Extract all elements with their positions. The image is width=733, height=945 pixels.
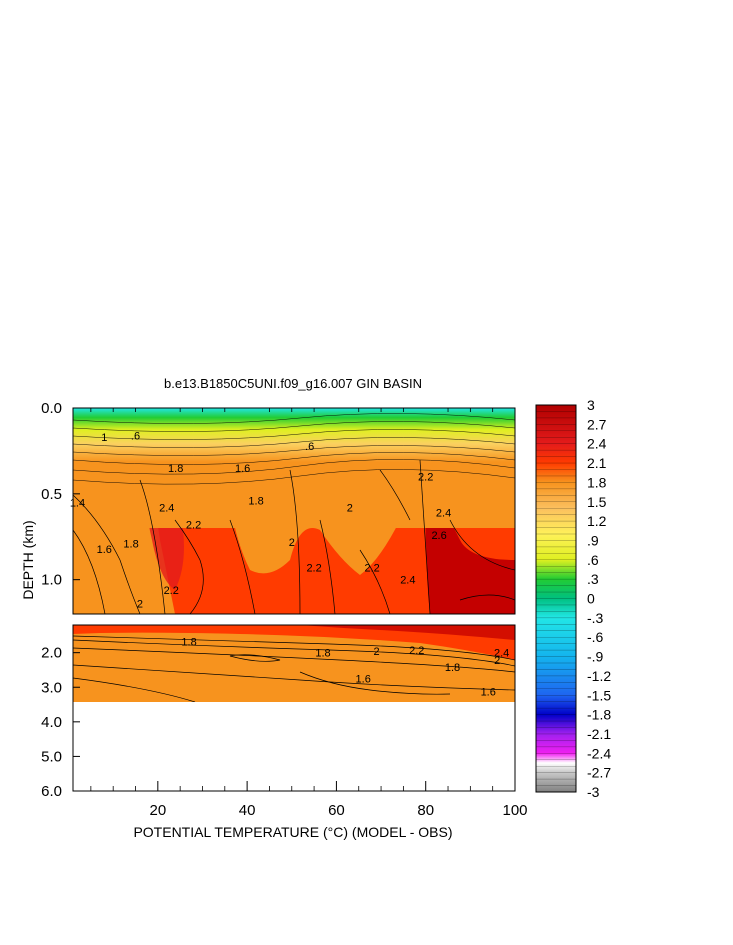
y-axis-label: DEPTH (km) [20, 520, 36, 599]
y-tick-label: 3.0 [41, 679, 62, 696]
colorbar-tick-label: -.3 [587, 610, 604, 626]
x-axis: 20 40 60 80 100 [90, 408, 528, 819]
lower-panel: 1.81.8 2 2.2 2.421.81.61.6 [72, 624, 516, 792]
contour-label: 2.4 [494, 648, 509, 660]
contour-label: 2.2 [409, 645, 424, 657]
contour-label: 2.2 [164, 585, 179, 597]
lower-panel-frame [72, 624, 516, 792]
upper-panel: 2.42.21.81.622.21.81.822.2 2.22.422.22.42… [70, 407, 516, 615]
y-tick-label: 4.0 [41, 714, 62, 731]
contour-label: 1.8 [123, 539, 138, 551]
y-tick-label: 0.5 [41, 486, 62, 503]
colorbar-tick-label: -3 [587, 784, 600, 800]
contour-label: 2.4 [400, 575, 415, 587]
colorbar-tick-label: -.9 [587, 649, 604, 665]
contour-label: .6 [305, 441, 314, 453]
contour-label: 2 [289, 537, 295, 549]
x-tick-label: 60 [328, 802, 345, 819]
contour-label: 1.6 [235, 463, 250, 475]
contour-label: 1.8 [315, 648, 330, 660]
contour-label: 2.2 [364, 563, 379, 575]
contour-label: 1.8 [248, 496, 263, 508]
colorbar-tick-label: 2.1 [587, 455, 607, 471]
colorbar-tick-label: 1.2 [587, 513, 607, 529]
y-tick-label: 5.0 [41, 748, 62, 765]
colorbar-tick-label: -1.2 [587, 668, 611, 684]
contour-label: 2.4 [159, 503, 174, 515]
colorbar-tick-label: -2.7 [587, 765, 611, 781]
colorbar-tick-label: .3 [587, 571, 599, 587]
contour-label: 1.8 [181, 637, 196, 649]
colorbar-tick-label: 1.8 [587, 474, 607, 490]
colorbar-frame [535, 404, 577, 793]
colorbar-tick-label: 0 [587, 591, 595, 607]
colorbar-tick-label: -2.1 [587, 726, 611, 742]
contour-label: 2 [137, 599, 143, 611]
colorbar-tick-label: -2.4 [587, 745, 611, 761]
contour-label: 1.6 [356, 674, 371, 686]
contour-label: 1.8 [168, 463, 183, 475]
colorbar-tick-label: -1.8 [587, 707, 611, 723]
y-tick-label: 1.0 [41, 572, 62, 589]
x-axis-label: POTENTIAL TEMPERATURE (°C) (MODEL - OBS) [133, 824, 452, 840]
contour-label: 2.2 [418, 472, 433, 484]
contour-label: 1.4 [70, 497, 85, 509]
colorbar-tick-label: 2.7 [587, 416, 607, 432]
lower-warm-band [73, 625, 515, 660]
contour-label: 1.6 [481, 687, 496, 699]
contour-label: 2 [494, 655, 500, 667]
y-tick-label: 6.0 [41, 783, 62, 800]
contour-label: 2.6 [431, 530, 446, 542]
x-tick-label: 100 [502, 802, 527, 819]
contour-label: 2.4 [436, 508, 451, 520]
colorbar-tick-label: -.6 [587, 629, 604, 645]
contour-label: .6 [131, 430, 140, 442]
warmest-region [425, 470, 515, 614]
contour-label: 1.8 [445, 662, 460, 674]
y-axis-lower: 2.0 3.0 4.0 5.0 6.0 [41, 645, 80, 800]
colorbar: 3 2.7 2.4 2.1 1.8 1.5 1.2 .9 .6 .3 0 -.3 -.6 -.9 -1.2 -… [535, 397, 611, 800]
contour-label: 1.6 [97, 544, 112, 556]
y-axis-upper: 0.0 0.5 1.0 [41, 400, 80, 589]
contour-label: 1 [101, 432, 107, 444]
colorbar-tick-label: -1.5 [587, 687, 611, 703]
contour-label: 2 [347, 503, 353, 515]
colorbar-tick-label: 2.4 [587, 436, 607, 452]
x-tick-label: 40 [239, 802, 256, 819]
contour-label: 2.2 [186, 520, 201, 532]
colorbar-tick-label: 3 [587, 397, 595, 413]
contour-label: 2.2 [306, 563, 321, 575]
contour-label: 2 [374, 646, 380, 658]
chart-title: b.e13.B1850C5UNI.f09_g16.007 GIN BASIN [164, 376, 422, 391]
y-tick-label: 2.0 [41, 645, 62, 662]
x-tick-label: 80 [417, 802, 434, 819]
upper-panel-frame [72, 407, 516, 615]
x-tick-label: 20 [149, 802, 166, 819]
colorbar-tick-label: .6 [587, 552, 599, 568]
colorbar-tick-label: .9 [587, 532, 599, 548]
lower-deep-red-band [300, 625, 515, 640]
y-tick-label: 0.0 [41, 400, 62, 417]
colorbar-tick-label: 1.5 [587, 494, 607, 510]
